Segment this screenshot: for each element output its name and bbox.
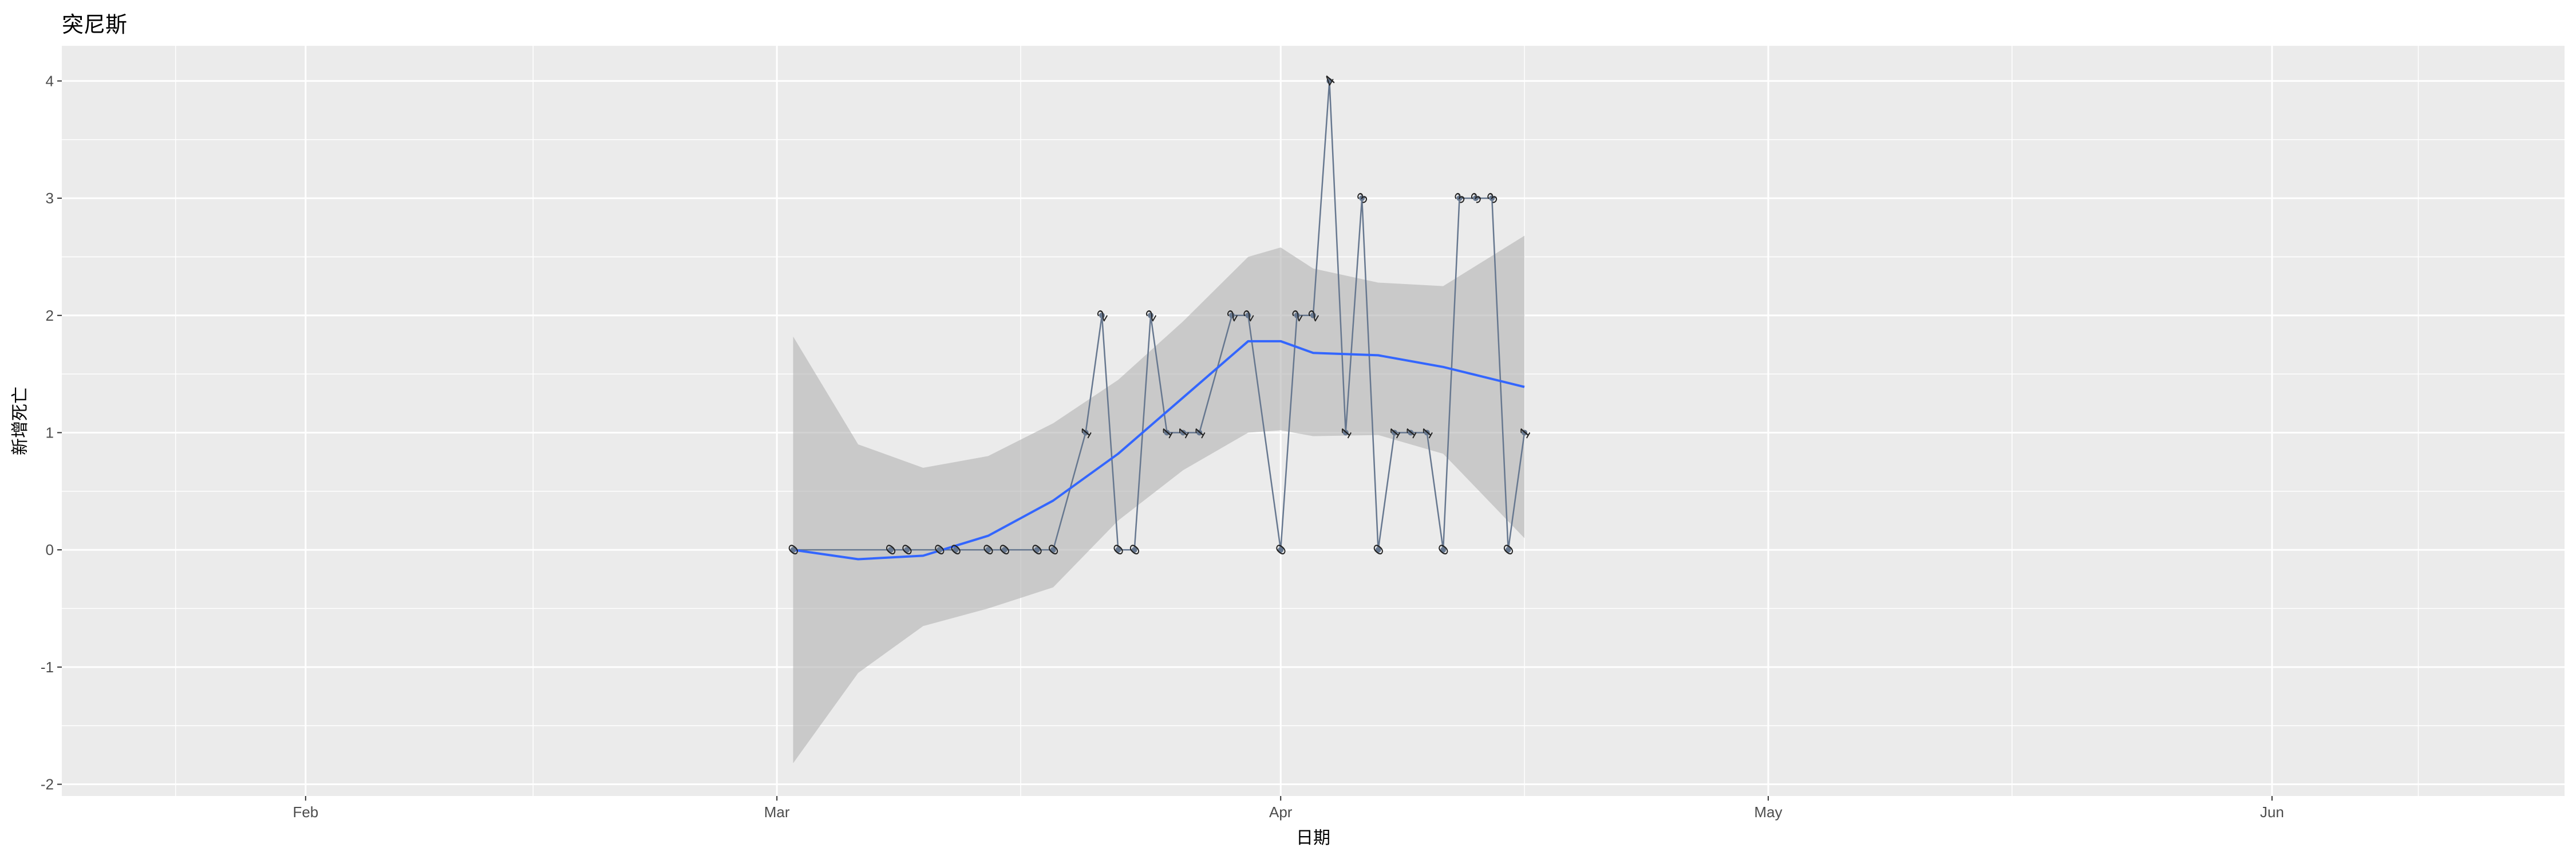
data-point <box>1326 78 1333 84</box>
x-tick-label: Mar <box>764 803 790 821</box>
points-layer <box>790 78 1528 553</box>
minor-gridlines <box>62 46 2565 796</box>
data-point <box>1359 195 1365 202</box>
data-point <box>1294 312 1300 318</box>
x-tick-label: May <box>1754 803 1782 821</box>
data-point <box>790 547 796 553</box>
smooth-line-layer <box>793 340 1525 561</box>
y-axis: -2 -1 0 1 2 3 4 <box>41 72 62 793</box>
data-point <box>1131 547 1137 553</box>
chart-title: 突尼斯 <box>62 12 128 37</box>
smooth-line <box>793 340 1525 561</box>
data-point <box>937 547 943 553</box>
data-point <box>1408 430 1414 436</box>
data-point <box>1245 312 1251 318</box>
data-point <box>1342 430 1349 436</box>
data-point <box>1164 430 1170 436</box>
data-point <box>1505 547 1511 553</box>
data-point <box>953 547 959 553</box>
data-point <box>1099 312 1105 318</box>
data-point <box>1522 430 1528 436</box>
data-point <box>1115 547 1121 553</box>
x-tick-label: Apr <box>1269 803 1293 821</box>
y-axis-title: 新增死亡 <box>10 387 30 455</box>
data-point <box>1391 430 1397 436</box>
data-point <box>985 547 991 553</box>
data-point <box>1196 430 1203 436</box>
y-tick-label: -1 <box>41 659 54 676</box>
x-tick-label: Jun <box>2260 803 2284 821</box>
y-tick-label: 1 <box>46 424 54 441</box>
y-tick-label: 3 <box>46 190 54 207</box>
data-point <box>904 547 910 553</box>
y-tick-label: 0 <box>46 541 54 558</box>
data-point <box>1424 430 1430 436</box>
data-point <box>887 547 894 553</box>
x-axis-title: 日期 <box>1296 828 1330 848</box>
confidence-ribbon-layer <box>793 235 1525 763</box>
y-tick-label: 4 <box>46 72 54 89</box>
data-point <box>1148 312 1154 318</box>
data-point <box>1472 195 1479 202</box>
data-point <box>1034 547 1040 553</box>
data-point <box>1278 547 1284 553</box>
x-tick-label: Feb <box>293 803 318 821</box>
x-axis: Feb Mar Apr May Jun <box>293 796 2284 821</box>
confidence-ribbon <box>793 235 1525 763</box>
y-tick-label: 2 <box>46 307 54 324</box>
data-point <box>1456 195 1463 202</box>
data-point <box>1050 547 1056 553</box>
data-point <box>1082 430 1089 436</box>
data-point <box>1440 547 1447 553</box>
data-point <box>1375 547 1381 553</box>
data-point <box>1310 312 1316 318</box>
data-point <box>1180 430 1186 436</box>
data-point <box>1001 547 1008 553</box>
y-tick-label: -2 <box>41 776 54 793</box>
data-point <box>1229 312 1235 318</box>
data-point <box>1489 195 1495 202</box>
